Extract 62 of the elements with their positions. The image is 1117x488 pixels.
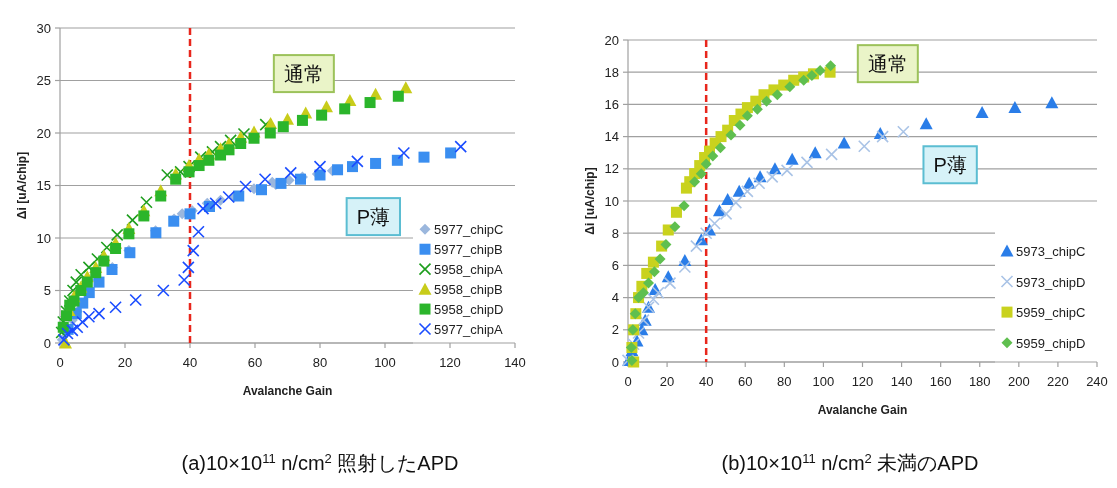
x-tick-label: 20 (117, 355, 133, 370)
note-box: P薄 (345, 197, 401, 237)
x-axis-title: Avalanche Gain (242, 384, 333, 398)
x-axis-title: Avalanche Gain (817, 403, 908, 417)
x-tick-label: 140 (890, 374, 913, 389)
text: (a)10×10$^{11}$ n/cm$^{2}$ 照射したAPD (181, 450, 459, 474)
legend-label: 5959_chipD (1016, 335, 1086, 351)
y-tick-label: 5 (43, 283, 51, 298)
x-tick-label: 120 (439, 355, 461, 370)
note-box: 通常 (272, 54, 335, 94)
annotation: P薄 (356, 206, 390, 229)
y-tick-label: 2 (611, 322, 619, 338)
y-tick-label: 15 (36, 178, 51, 193)
x-tick-label: 40 (698, 374, 714, 389)
legend-label: 5973_chipC (1016, 243, 1086, 259)
y-tick-label: 0 (43, 335, 51, 351)
x-tick-label: 60 (247, 355, 263, 370)
y-tick-label: 25 (36, 73, 51, 88)
note-box: 通常 (856, 44, 919, 84)
x-tick-label: 180 (968, 374, 991, 389)
y-tick-label: 20 (604, 32, 619, 48)
x-tick-label: 200 (1007, 374, 1030, 389)
y-tick-label: 16 (604, 96, 619, 112)
x-tick-label: 120 (851, 374, 874, 389)
annotation: P薄 (933, 154, 967, 177)
x-tick-label: 100 (374, 355, 396, 370)
x-tick-label: 100 (812, 374, 835, 389)
legend-label: 5958_chipA (434, 262, 503, 278)
x-tick-label: 240 (1086, 374, 1108, 389)
x-tick-label: 80 (777, 374, 792, 389)
note-box: P薄 (922, 145, 978, 185)
x-tick-label: 40 (182, 355, 198, 370)
legend-label: 5959_chipC (1016, 305, 1086, 321)
y-axis-title: Δi [uA/chip] (583, 167, 597, 235)
y-tick-label: 10 (604, 193, 619, 209)
x-tick-label: 60 (738, 374, 753, 389)
text: (b)10×10$^{11}$ n/cm$^{2}$ 未満のAPD (721, 450, 979, 474)
x-tick-label: 0 (624, 374, 632, 389)
y-tick-label: 8 (611, 225, 619, 241)
legend-label: 5977_chipB (434, 242, 503, 258)
x-tick-label: 220 (1047, 374, 1069, 389)
y-tick-label: 18 (604, 64, 619, 80)
y-tick-label: 30 (36, 20, 51, 36)
legend-label: 5977_chipC (434, 222, 504, 238)
x-tick-label: 80 (312, 355, 328, 370)
y-axis-title: Δi [uA/chip] (15, 151, 29, 220)
y-tick-label: 4 (611, 290, 619, 306)
legend-label: 5973_chipD (1016, 274, 1086, 290)
legend-label: 5958_chipD (434, 302, 504, 318)
annotation: 通常 (283, 63, 324, 86)
y-tick-label: 20 (36, 125, 51, 141)
legend-label: 5958_chipB (434, 282, 503, 298)
x-tick-label: 0 (56, 355, 64, 370)
y-tick-label: 10 (36, 230, 51, 246)
legend-label: 5977_chipA (434, 322, 503, 338)
y-tick-label: 12 (604, 161, 619, 177)
x-tick-label: 160 (929, 374, 952, 389)
y-tick-label: 14 (604, 129, 619, 145)
y-tick-label: 6 (611, 257, 619, 273)
x-tick-label: 20 (659, 374, 675, 389)
annotation: 通常 (867, 53, 908, 76)
x-tick-label: 140 (504, 355, 526, 370)
